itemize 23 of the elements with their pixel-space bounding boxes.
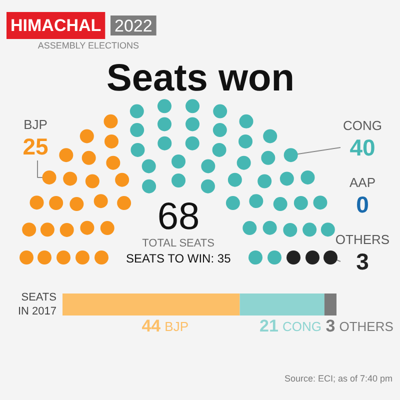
text: TOTAL SEATS (142, 238, 214, 250)
series-label: OTHERS (339, 319, 394, 334)
series-label: CONG (282, 319, 322, 334)
data-label: 21 (260, 316, 278, 336)
category-label: BJP (24, 117, 48, 132)
source-note: Source: ECI; as of 7:40 pm (284, 374, 393, 384)
data-label: 40 (350, 134, 376, 160)
text: Seats won (106, 58, 294, 100)
data-label: 3 (326, 316, 336, 336)
data-label: 44 (142, 316, 162, 336)
y-tick-label: SEATS IN 2017 (18, 291, 57, 318)
category-label: AAP (349, 175, 376, 190)
text: 68 (157, 196, 200, 238)
data-label: 3 (356, 248, 369, 274)
text: ASSEMBLY ELECTIONS (38, 40, 140, 50)
text: HIMACHAL (10, 16, 102, 35)
data-label: 0 (356, 192, 369, 218)
series-label: BJP (164, 319, 188, 334)
text: 2022 (114, 16, 152, 36)
category-label: CONG (343, 118, 382, 133)
data-label: 25 (22, 134, 48, 160)
category-label: OTHERS (335, 232, 390, 247)
text: SEATS TO WIN: 35 (126, 252, 232, 266)
